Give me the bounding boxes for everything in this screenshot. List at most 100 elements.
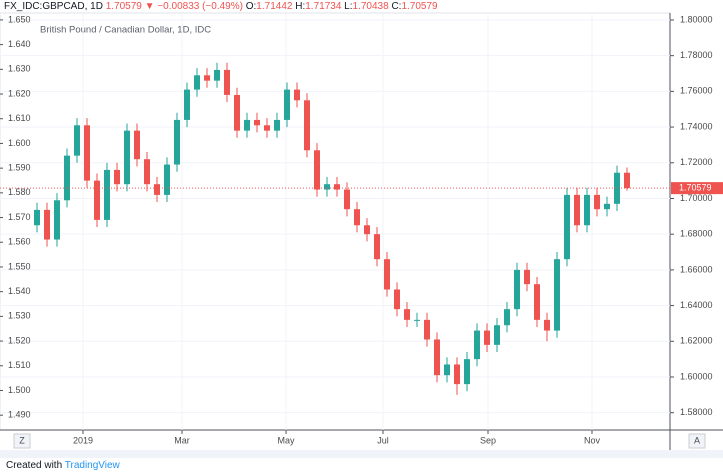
candle-body [34, 209, 40, 226]
candle-body [324, 184, 330, 190]
legend-header: FX_IDC:GBPCAD, 1D 1.70579 ▼ −0.00833 (−0… [4, 1, 438, 12]
symbol: FX_IDC:GBPCAD, 1D [4, 1, 103, 12]
candle-body [624, 172, 630, 189]
candle-body [234, 94, 240, 131]
candle-body [344, 189, 350, 210]
y-tick-label: 1.60000 [680, 371, 713, 381]
last-price: 1.70579 [105, 1, 142, 12]
candle-body [594, 194, 600, 210]
candle-body [584, 194, 590, 226]
candle-body [334, 184, 340, 190]
candle-body [484, 330, 490, 345]
change: −0.00833 (−0.49%) [157, 1, 243, 12]
x-tick-label: Nov [584, 435, 601, 445]
footer-text: Created with [6, 460, 63, 471]
candle-body [304, 100, 310, 151]
candle-body [154, 184, 160, 195]
high-label: H: [295, 1, 306, 12]
candle-body [404, 309, 410, 320]
candle-body [224, 69, 230, 95]
candle-body [164, 164, 170, 195]
last-price-box [671, 182, 723, 195]
candle-body [264, 125, 270, 131]
bottom-strip [0, 450, 723, 458]
y2-tick-label: 1.600 [8, 138, 31, 148]
candle-body [394, 289, 400, 310]
candle-body [514, 269, 520, 310]
candle-body [374, 234, 380, 260]
close-label: C: [391, 1, 402, 12]
y2-tick-label: 1.590 [8, 163, 31, 173]
y2-tick-label: 1.500 [8, 385, 31, 395]
y-tick-label: 1.68000 [680, 229, 713, 239]
candle-body [174, 119, 180, 165]
candle-body [364, 225, 370, 235]
y2-tick-label: 1.570 [8, 212, 31, 222]
candle-body [204, 75, 210, 81]
y-tick-label: 1.76000 [680, 86, 713, 96]
candle-body [504, 309, 510, 326]
y2-tick-label: 1.630 [8, 64, 31, 74]
auto-button[interactable] [688, 433, 706, 449]
chart: Z A British Pound / Canadian Dollar, 1D,… [0, 12, 723, 458]
y-tick-label: 1.70000 [680, 193, 713, 203]
y2-tick-label: 1.490 [8, 410, 31, 420]
candle-body [524, 269, 530, 285]
candle-body [564, 194, 570, 260]
candle-body [74, 125, 80, 156]
candle-body [94, 180, 100, 220]
candle-body [554, 259, 560, 331]
y-tick-label: 1.58000 [680, 407, 713, 417]
candle-body [134, 130, 140, 160]
candle-body [214, 69, 220, 81]
candle-body [314, 150, 320, 190]
candle-body [474, 330, 480, 360]
candle-body [84, 125, 90, 181]
y2-tick-label: 1.520 [8, 335, 31, 345]
y2-tick-label: 1.610 [8, 113, 31, 123]
y-tick-label: 1.78000 [680, 50, 713, 60]
x-tick-label: Mar [174, 435, 190, 445]
candle-body [64, 155, 70, 201]
auto-button-label[interactable]: A [694, 435, 700, 445]
candle-body [574, 194, 580, 226]
candle-body [444, 364, 450, 376]
candle-body [194, 75, 200, 90]
plot-area [0, 12, 671, 431]
scale-button-label[interactable]: Z [19, 435, 25, 445]
y-tick-label: 1.72000 [680, 157, 713, 167]
y2-tick-label: 1.530 [8, 311, 31, 321]
open-value: 1.71442 [256, 1, 293, 12]
open-label: O: [245, 1, 257, 12]
candle-body [124, 130, 130, 185]
y-tick-label: 1.62000 [680, 336, 713, 346]
candle-body [294, 89, 300, 101]
x-tick-label: May [277, 435, 295, 445]
candle-body [114, 169, 120, 185]
y-tick-label: 1.64000 [680, 300, 713, 310]
candle-body [614, 172, 620, 204]
footer: Created with TradingView [6, 460, 120, 471]
high-value: 1.71734 [305, 1, 342, 12]
candle-body [354, 209, 360, 226]
candle-body [184, 89, 190, 120]
candle-body [384, 259, 390, 290]
scale-button[interactable] [13, 433, 31, 449]
last-price-label: 1.70579 [679, 183, 712, 193]
x-tick-label: Jul [377, 435, 389, 445]
candle-body [284, 89, 290, 120]
candle-body [54, 200, 60, 240]
x-tick-label: Sep [480, 435, 496, 445]
y2-tick-label: 1.550 [8, 261, 31, 271]
x-tick-label: 2019 [73, 435, 93, 445]
candle-body [274, 119, 280, 131]
y2-tick-label: 1.640 [8, 39, 31, 49]
y2-tick-label: 1.580 [8, 187, 31, 197]
candle-body [104, 169, 110, 220]
candle-body [244, 119, 250, 131]
candle-body [424, 319, 430, 340]
candle-body [434, 339, 440, 376]
y2-tick-label: 1.650 [8, 14, 31, 24]
footer-brand[interactable]: TradingView [64, 460, 120, 471]
